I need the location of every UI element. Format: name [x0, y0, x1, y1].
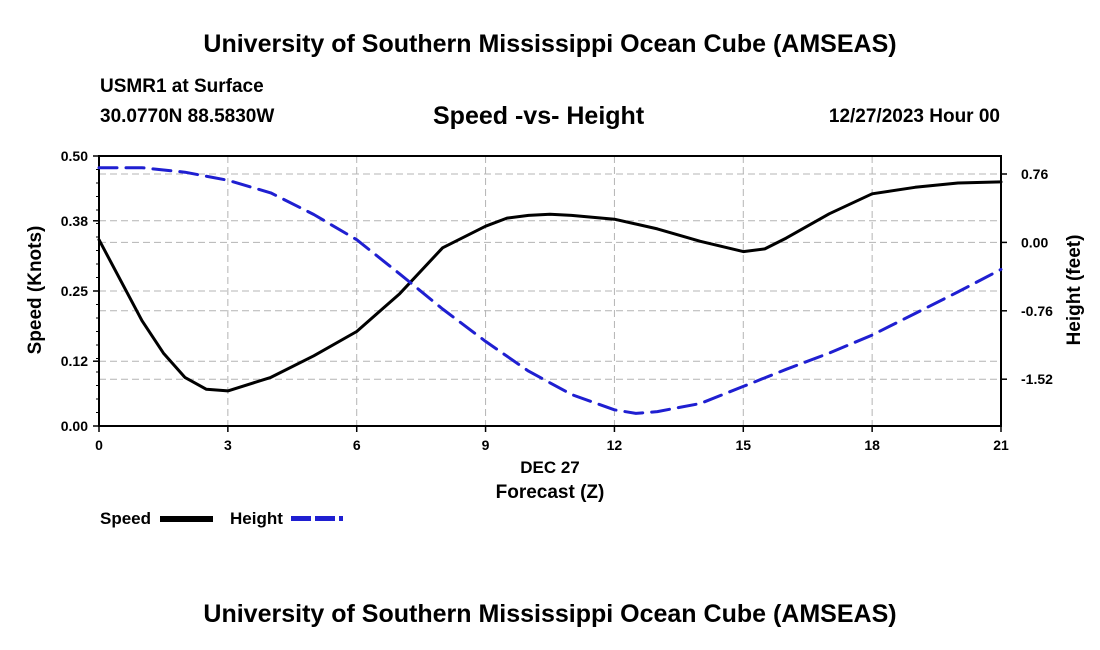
legend-speed-label: Speed	[100, 509, 152, 528]
legend-speed-swatch	[160, 516, 213, 522]
x-tick-label: 6	[353, 437, 361, 453]
x-tick-label: 3	[224, 437, 232, 453]
chart-lines	[97, 166, 1003, 415]
series-line-speed	[97, 180, 1003, 393]
coordinates-label: 30.0770N 88.5830W	[100, 106, 275, 127]
y2-tick-label: -0.76	[1021, 303, 1053, 319]
y-tick-label: 0.25	[61, 283, 88, 299]
y-axis-title: Speed (Knots)	[25, 225, 46, 355]
legend-height-swatch	[291, 516, 343, 521]
date-label: 12/27/2023 Hour 00	[828, 106, 1000, 127]
x-tick-label: 9	[482, 437, 490, 453]
x-tick-label: 15	[735, 437, 751, 453]
page-title-top: University of Southern Mississippi Ocean…	[203, 30, 897, 58]
x-tick-label: 18	[864, 437, 880, 453]
x-axis-title: Forecast (Z)	[495, 482, 605, 503]
x-tick-label: 12	[607, 437, 623, 453]
x-axis-date: DEC 27	[520, 458, 580, 477]
y-tick-label: 0.38	[61, 213, 88, 229]
page-title-bottom: University of Southern Mississippi Ocean…	[203, 600, 897, 628]
chart-ticks	[93, 155, 1007, 432]
chart-labels: 0 3 6 9 12 15 18 21 0.00 0.12 0.25 0.38 0.50 0.76 0.00…	[61, 148, 1053, 453]
series-line-height	[97, 166, 1003, 415]
y2-tick-label: -1.52	[1021, 371, 1053, 387]
y2-tick-label: 0.76	[1021, 166, 1048, 182]
y-tick-label: 0.00	[61, 418, 88, 434]
station-label: USMR1 at Surface	[100, 76, 264, 97]
x-tick-label: 21	[993, 437, 1009, 453]
y-tick-label: 0.50	[61, 148, 88, 164]
y2-tick-label: 0.00	[1021, 234, 1048, 250]
legend-height-label: Height	[230, 509, 283, 528]
x-tick-label: 0	[95, 437, 103, 453]
chart-title: Speed -vs- Height	[433, 102, 645, 130]
y2-axis-title: Height (feet)	[1064, 234, 1085, 346]
y-tick-label: 0.12	[61, 353, 88, 369]
